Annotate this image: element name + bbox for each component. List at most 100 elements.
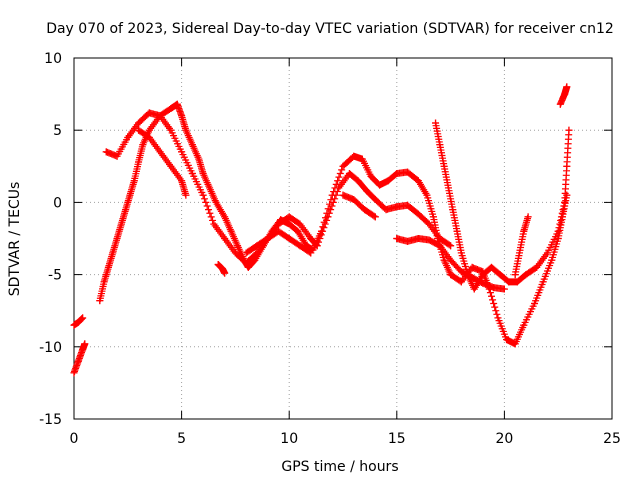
data-point — [339, 162, 347, 170]
data-point — [548, 256, 556, 264]
data-point — [113, 235, 121, 242]
data-point — [404, 201, 412, 209]
data-point — [384, 177, 392, 185]
data-point — [70, 369, 78, 377]
y-tick-label: -15 — [39, 412, 62, 428]
data-point — [221, 269, 229, 277]
data-point — [167, 162, 175, 170]
y-tick-label: 0 — [53, 195, 62, 211]
axis-ticks: 0 5 10 15 20 25 -15 -10 -5 0 5 10 — [39, 51, 621, 447]
data-point — [414, 177, 422, 185]
plot-frame — [73, 57, 613, 420]
data-point — [511, 340, 519, 348]
data-point — [561, 198, 569, 206]
x-tick-label: 15 — [388, 431, 406, 447]
data-point — [436, 242, 444, 250]
data-point — [109, 249, 117, 257]
x-tick-label: 10 — [280, 431, 298, 447]
data-point — [511, 271, 519, 279]
data-point — [188, 170, 196, 178]
data-point — [453, 227, 461, 235]
data-point — [335, 184, 343, 192]
data-point — [122, 206, 130, 214]
series-track-j — [432, 119, 573, 293]
data-point — [117, 220, 125, 228]
data-point — [244, 263, 252, 271]
data-point — [447, 256, 455, 264]
y-axis-label: SDTVAR / TECUs — [7, 182, 23, 297]
data-point — [234, 242, 242, 250]
data-point — [554, 227, 562, 235]
data-point — [210, 220, 218, 228]
data-point — [253, 249, 261, 257]
data-point — [414, 235, 422, 242]
data-point — [81, 340, 89, 348]
series-track-h — [339, 191, 379, 221]
data-point — [505, 278, 513, 286]
data-point — [274, 227, 282, 235]
data-point — [556, 100, 564, 108]
series-markers — [432, 119, 573, 293]
series-track-e — [135, 126, 190, 199]
data-point — [449, 206, 457, 214]
data-point — [178, 112, 186, 120]
data-point — [563, 83, 571, 91]
data-point — [242, 259, 250, 267]
data-point — [414, 210, 422, 218]
data-point — [361, 206, 369, 214]
data-point — [206, 184, 214, 192]
data-point — [313, 242, 321, 250]
data-point — [167, 126, 175, 134]
data-point — [178, 148, 186, 156]
data-point — [74, 318, 82, 326]
data-point — [231, 249, 239, 257]
data-point — [167, 105, 175, 113]
data-point — [358, 155, 366, 163]
data-point — [145, 126, 153, 134]
data-point — [393, 203, 401, 211]
y-tick-label: 10 — [44, 51, 62, 67]
data-point — [479, 271, 487, 279]
data-point — [339, 191, 347, 199]
data-point — [425, 236, 433, 244]
data-point — [227, 227, 235, 235]
data-point — [296, 242, 304, 250]
series-track-b — [70, 314, 87, 329]
data-point — [195, 155, 203, 163]
data-point — [139, 141, 147, 149]
y-tick-label: 5 — [53, 123, 62, 139]
data-point — [188, 141, 196, 149]
data-point — [70, 321, 78, 329]
data-point — [423, 191, 431, 199]
data-point — [218, 265, 226, 273]
data-point — [307, 249, 315, 257]
data-point — [432, 119, 440, 127]
data-point — [503, 336, 511, 344]
data-point — [173, 100, 181, 108]
data-point — [178, 177, 186, 185]
series-track-c — [96, 100, 571, 348]
data-point — [264, 235, 272, 242]
data-point — [156, 148, 164, 156]
x-tick-label: 0 — [70, 431, 79, 447]
series-markers — [96, 100, 571, 348]
data-point — [543, 249, 551, 257]
data-point — [350, 196, 358, 204]
data-point — [520, 227, 528, 235]
data-point — [285, 213, 293, 221]
x-tick-label: 20 — [495, 431, 513, 447]
series-track-f — [242, 227, 315, 257]
x-axis-label: GPS time / hours — [281, 459, 398, 475]
data-point — [345, 170, 353, 178]
data-point — [214, 260, 222, 268]
data-point — [135, 158, 143, 166]
data-point — [124, 133, 132, 141]
data-point — [436, 235, 444, 242]
data-point — [393, 170, 401, 178]
data-point — [436, 141, 444, 149]
data-point — [363, 187, 371, 195]
data-point — [539, 278, 547, 286]
series-track-k — [511, 213, 532, 279]
chart-title: Day 070 of 2023, Sidereal Day-to-day VTE… — [46, 21, 614, 37]
data-point — [104, 263, 112, 271]
